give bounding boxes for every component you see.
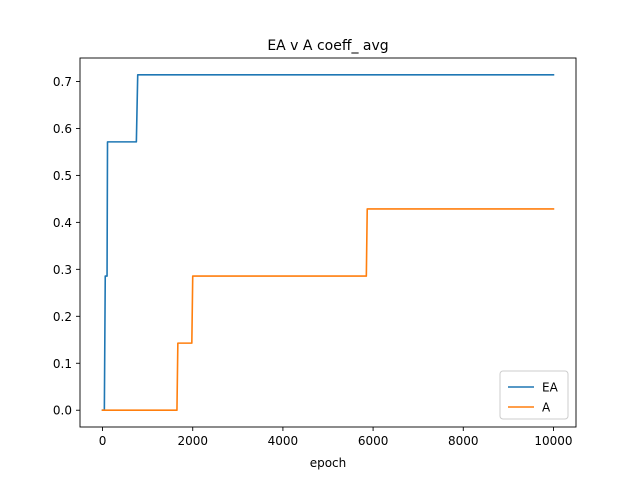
x-tick-label: 0 — [99, 434, 107, 448]
series-line-a — [101, 208, 555, 412]
y-tick-label: 0.6 — [53, 122, 72, 136]
legend-label-ea: EA — [542, 381, 559, 395]
legend-label-a: A — [542, 401, 551, 415]
axes-frame — [79, 57, 577, 428]
series-line-ea — [101, 73, 555, 412]
y-tick-label: 0.3 — [53, 263, 72, 277]
plot-area: 0 2000 4000 6000 8000 10000 0.0 0.1 0.2 0.3 0.4 0.5… — [53, 57, 577, 448]
legend-box — [499, 370, 569, 420]
x-axis-label: epoch — [310, 456, 347, 470]
legend: EA A — [499, 370, 569, 420]
y-tick-label: 0.7 — [53, 75, 72, 89]
y-tick-label: 0.1 — [53, 357, 72, 371]
x-tick-label: 2000 — [177, 434, 208, 448]
y-tick-label: 0.5 — [53, 169, 72, 183]
x-tick-label: 6000 — [358, 434, 389, 448]
chart-title: EA v A coeff_ avg — [267, 38, 388, 54]
y-tick-label: 0.0 — [53, 404, 72, 418]
x-tick-label: 4000 — [268, 434, 299, 448]
y-tick-label: 0.4 — [53, 216, 72, 230]
x-tick-label: 10000 — [534, 434, 572, 448]
y-tick-label: 0.2 — [53, 310, 72, 324]
x-tick-label: 8000 — [448, 434, 479, 448]
